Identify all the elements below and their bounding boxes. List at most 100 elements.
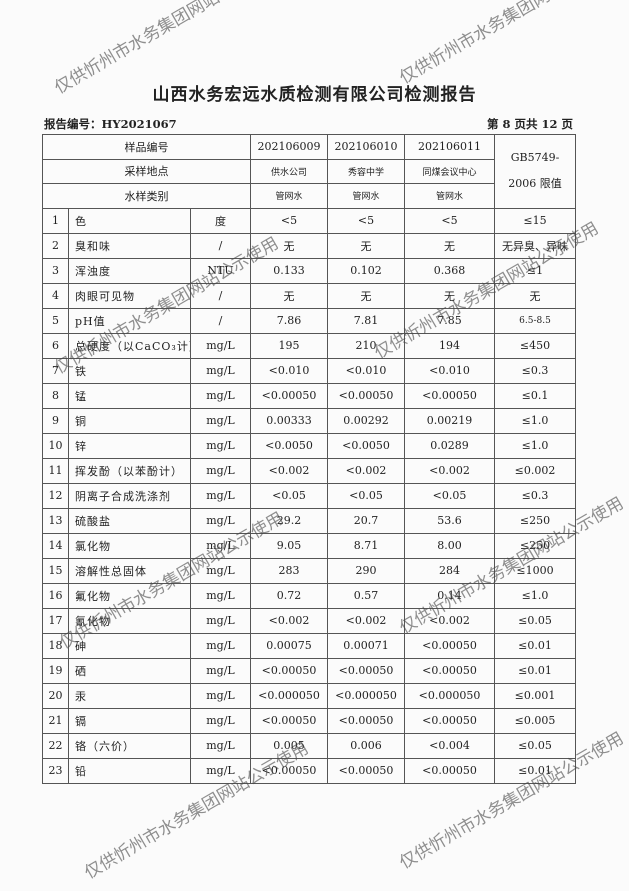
row-number: 7 (42, 357, 69, 384)
result-2: <0.002 (327, 457, 405, 484)
result-2: 无 (327, 282, 405, 309)
row-number: 19 (42, 657, 69, 684)
result-1: 0.133 (250, 257, 328, 284)
item-name: 臭和味 (68, 232, 191, 259)
result-1: 无 (250, 232, 328, 259)
unit: mg/L (190, 357, 251, 384)
row-number: 18 (42, 632, 69, 659)
table-row: 4 肉眼可见物 / 无无无无 (42, 282, 576, 309)
table-row: 3 浑浊度 NTU 0.133 0.102 0.368 ≤1 (42, 257, 576, 284)
result-1: <0.00050 (250, 707, 328, 734)
result-1: <0.002 (250, 457, 328, 484)
item-name: 氰化物 (68, 607, 191, 634)
result-2: 0.57 (327, 582, 405, 609)
limit: ≤250 (494, 507, 576, 534)
table-row: 1 色度 <5 <5 <5 ≤15 (42, 207, 576, 234)
result-2: <0.00050 (327, 382, 405, 409)
location-label: 采样地点 (42, 158, 251, 184)
limit: ≤0.1 (494, 382, 576, 409)
result-2: <0.00050 (327, 757, 405, 784)
table-row: 6 总硬度（以CaCO₃计） mg/L 195 210 194 ≤450 (42, 332, 576, 359)
sample-no: 202106011 (404, 134, 495, 160)
limit: ≤0.01 (494, 632, 576, 659)
result-3: 7.85 (404, 307, 495, 334)
item-name: 铅 (68, 757, 191, 784)
table-row: 13 硫酸盐 mg/L 29.2 20.7 53.6 ≤250 (42, 507, 576, 534)
row-number: 12 (42, 482, 69, 509)
unit: mg/L (190, 757, 251, 784)
table-row: 8 锰 mg/L <0.00050 <0.00050 <0.00050 ≤0.1 (42, 382, 576, 409)
table-row: 14 氯化物 mg/L 9.05 8.71 8.00 ≤250 (42, 532, 576, 559)
result-2: <0.05 (327, 482, 405, 509)
limit: ≤0.002 (494, 457, 576, 484)
result-2: <0.002 (327, 607, 405, 634)
unit: mg/L (190, 707, 251, 734)
result-1: 0.00075 (250, 632, 328, 659)
item-name: 锰 (68, 382, 191, 409)
result-3: <0.004 (404, 732, 495, 759)
result-1: 0.72 (250, 582, 328, 609)
item-name: 氟化物 (68, 582, 191, 609)
result-1: <0.05 (250, 482, 328, 509)
unit: mg/L (190, 682, 251, 709)
report-number: 报告编号：HY2021067 (44, 117, 177, 131)
sample-location: 同煤会议中心 (404, 158, 495, 184)
item-name: 浑浊度 (68, 257, 191, 284)
unit: mg/L (190, 507, 251, 534)
limit: ≤1 (494, 257, 576, 284)
row-number: 9 (42, 407, 69, 434)
limit: ≤0.005 (494, 707, 576, 734)
unit: mg/L (190, 332, 251, 359)
unit: / (190, 282, 251, 309)
result-1: 7.86 (250, 307, 328, 334)
row-number: 22 (42, 732, 69, 759)
sample-no-row: 样品编号 202106009 202106010 202106011 GB574… (42, 134, 576, 209)
report-title: 山西水务宏远水质检测有限公司检测报告 (152, 85, 477, 105)
result-3: 0.0289 (404, 432, 495, 459)
result-1: <0.000050 (250, 682, 328, 709)
unit: mg/L (190, 657, 251, 684)
unit: mg/L (190, 582, 251, 609)
result-3: 8.00 (404, 532, 495, 559)
unit: mg/L (190, 482, 251, 509)
result-3: <0.00050 (404, 382, 495, 409)
table-row: 18 砷 mg/L 0.00075 0.00071 <0.00050 ≤0.01 (42, 632, 576, 659)
limit: ≤0.3 (494, 357, 576, 384)
table-row: 9 铜 mg/L 0.00333 0.00292 0.00219 ≤1.0 (42, 407, 576, 434)
result-1: 无 (250, 282, 328, 309)
limit: 无异臭、异味 (494, 232, 576, 259)
table-row: 10 锌 mg/L <0.0050 <0.0050 0.0289 ≤1.0 (42, 432, 576, 459)
result-3: 53.6 (404, 507, 495, 534)
unit: / (190, 307, 251, 334)
result-2: 8.71 (327, 532, 405, 559)
item-name: 氯化物 (68, 532, 191, 559)
table-row: 17 氰化物 mg/L <0.002 <0.002 <0.002 ≤0.05 (42, 607, 576, 634)
item-name: pH值 (68, 307, 191, 334)
result-3: 0.00219 (404, 407, 495, 434)
result-1: <5 (250, 207, 328, 234)
table-row: 16 氟化物 mg/L 0.72 0.57 0.14 ≤1.0 (42, 582, 576, 609)
unit: mg/L (190, 557, 251, 584)
row-number: 17 (42, 607, 69, 634)
unit: mg/L (190, 407, 251, 434)
unit: mg/L (190, 607, 251, 634)
result-3: 194 (404, 332, 495, 359)
item-name: 色 (68, 207, 191, 234)
row-number: 4 (42, 282, 69, 309)
result-2: 290 (327, 557, 405, 584)
unit: mg/L (190, 532, 251, 559)
result-3: <0.000050 (404, 682, 495, 709)
result-3: 无 (404, 232, 495, 259)
table-row: 12 阴离子合成洗涤剂 mg/L <0.05 <0.05 <0.05 ≤0.3 (42, 482, 576, 509)
result-2: <5 (327, 207, 405, 234)
watermark: 仅供忻州市水务集团网站公示使用 (396, 0, 628, 89)
row-number: 10 (42, 432, 69, 459)
result-2: 0.00071 (327, 632, 405, 659)
result-2: 0.102 (327, 257, 405, 284)
limit: 6.5-8.5 (494, 307, 576, 334)
result-3: 0.368 (404, 257, 495, 284)
table-row: 7 铁 mg/L <0.010 <0.010 <0.010 ≤0.3 (42, 357, 576, 384)
item-name: 肉眼可见物 (68, 282, 191, 309)
unit: NTU (190, 257, 251, 284)
row-number: 15 (42, 557, 69, 584)
